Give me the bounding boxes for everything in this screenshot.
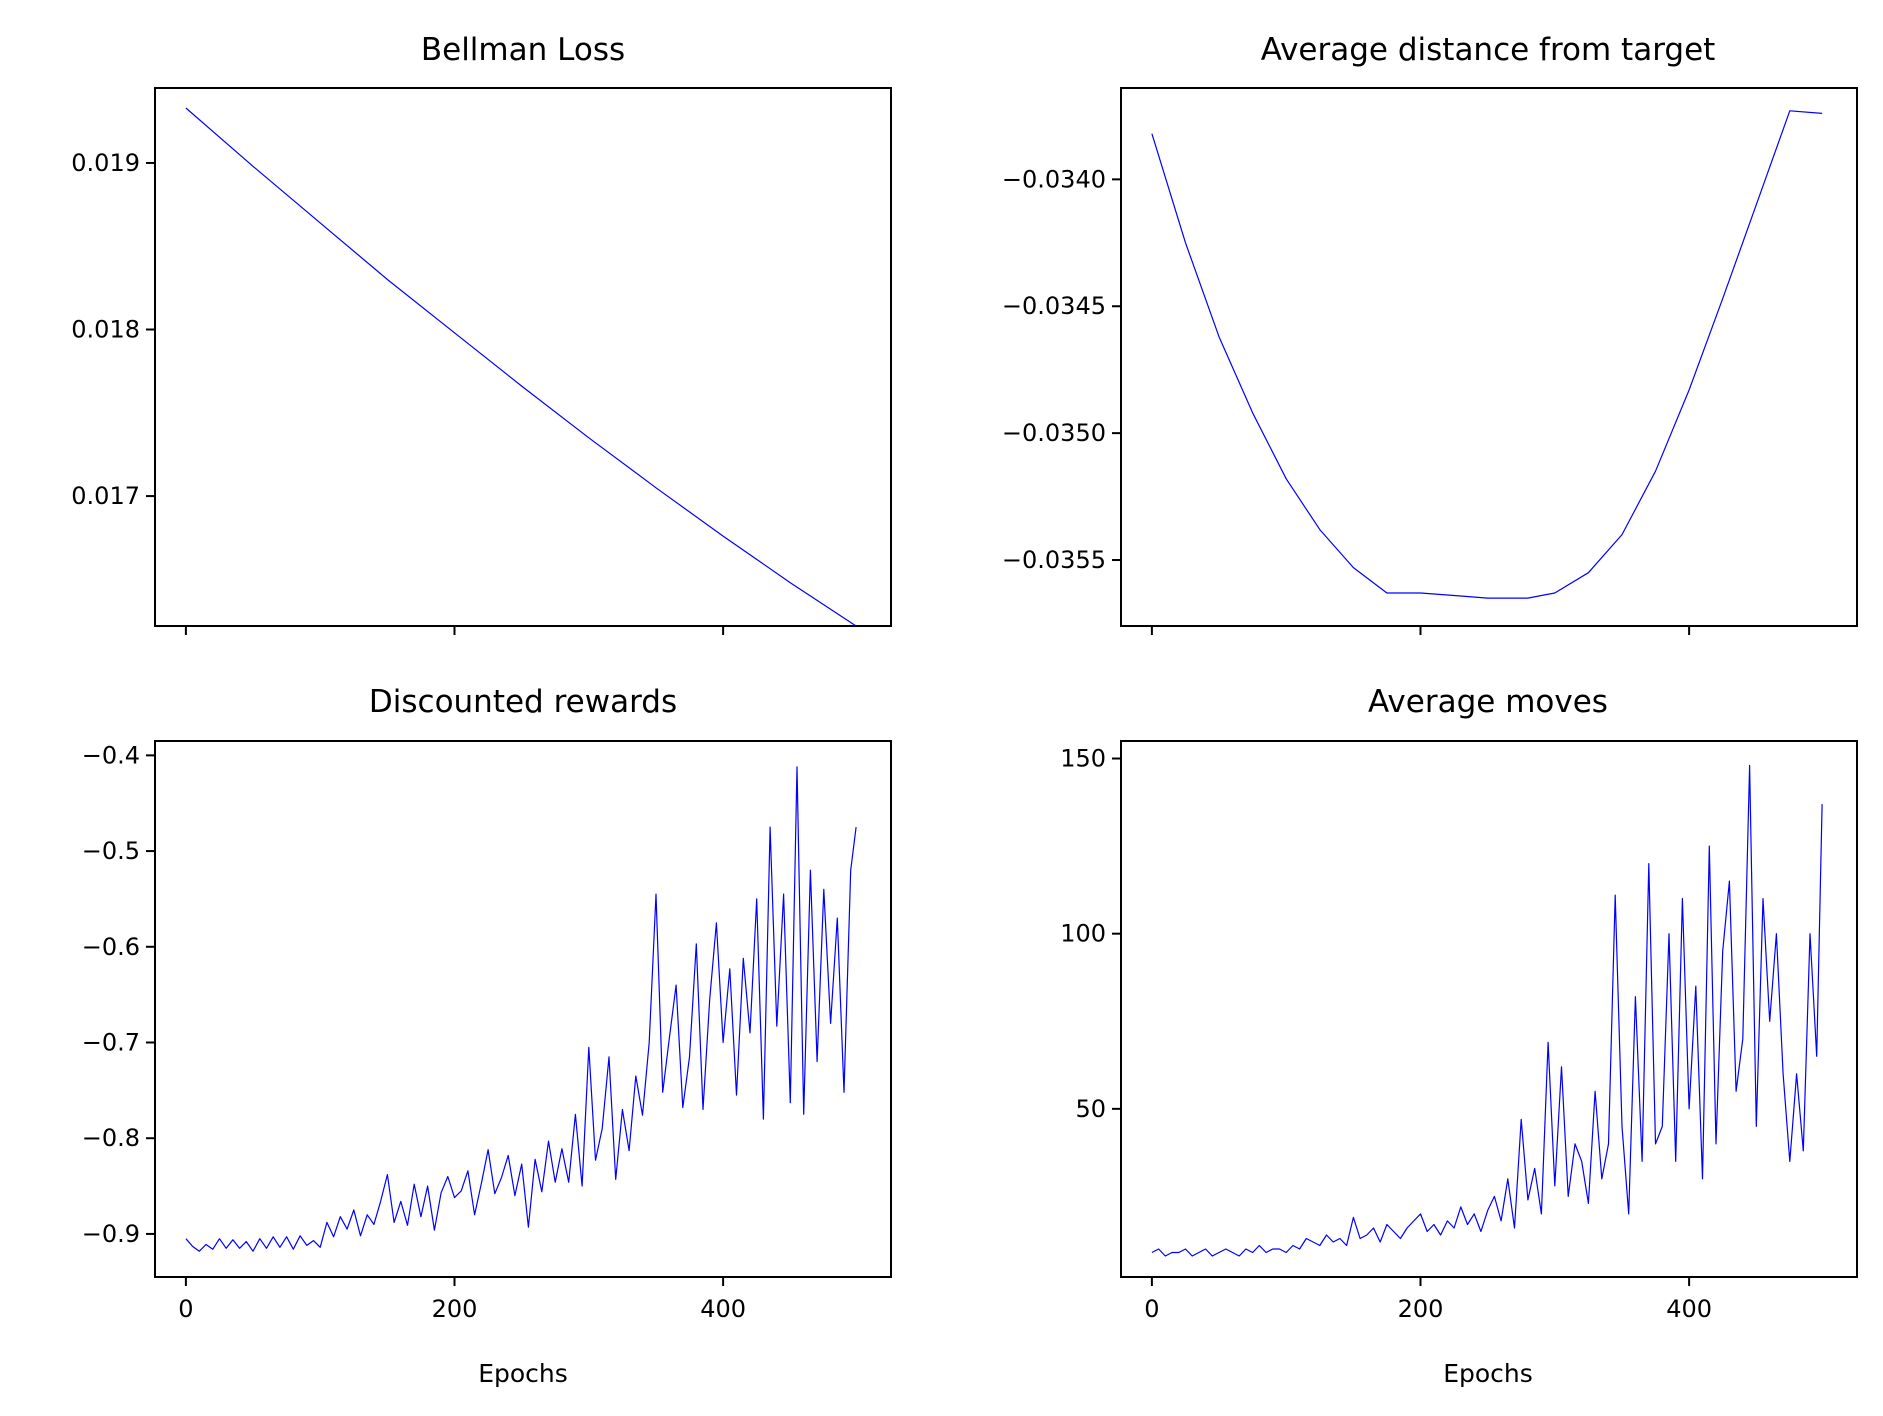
panel-average-moves: Average moves 50 100 150 0 200 400 Epochs (1060, 684, 1858, 1388)
x-axis-label: Epochs (1443, 1359, 1533, 1388)
y-tick-label: 150 (1060, 745, 1106, 773)
x-tick-label: 0 (178, 1295, 193, 1323)
y-tick-label: −0.9 (82, 1220, 140, 1248)
x-axis: 0 200 400 (178, 1277, 746, 1323)
x-axis-label: Epochs (478, 1359, 568, 1388)
panel-title: Discounted rewards (369, 684, 677, 720)
x-axis: 0 200 400 (1144, 1277, 1712, 1323)
x-tick-label: 400 (1666, 1295, 1712, 1323)
y-axis: −0.0340 −0.0345 −0.0350 −0.0355 (1002, 165, 1121, 574)
y-tick-label: −0.7 (82, 1029, 140, 1057)
y-tick-label: 100 (1060, 920, 1106, 948)
y-tick-label: −0.4 (82, 741, 140, 769)
y-tick-label: −0.0355 (1002, 546, 1106, 574)
plot-frame (1120, 87, 1858, 627)
panel-discounted-rewards: Discounted rewards −0.4−0.5−0.6−0.7−0.8−… (82, 684, 892, 1388)
series-line (185, 766, 857, 1252)
x-axis (184, 626, 725, 635)
y-tick-label: 0.018 (71, 316, 140, 344)
y-tick-label: −0.8 (82, 1124, 140, 1152)
x-axis (1150, 626, 1691, 635)
plot-frame (1120, 740, 1858, 1278)
x-tick-label: 400 (700, 1295, 746, 1323)
y-axis: 0.017 0.018 0.019 (71, 149, 155, 510)
y-tick-label: −0.0345 (1002, 292, 1106, 320)
x-tick-label: 200 (1398, 1295, 1444, 1323)
panel-bellman-loss: Bellman Loss 0.017 0.018 0.019 (71, 32, 892, 635)
x-tick-label: 200 (432, 1295, 478, 1323)
series-line (1151, 110, 1823, 599)
y-tick-label: −0.0340 (1002, 165, 1106, 193)
y-tick-label: 50 (1075, 1095, 1106, 1123)
series-line (185, 107, 857, 627)
plot-frame (154, 87, 892, 627)
y-tick-label: −0.5 (82, 837, 140, 865)
y-axis: −0.4 −0.5 −0.6 −0.7 −0.8 −0.9 (82, 741, 155, 1248)
y-tick-label: −0.0350 (1002, 419, 1106, 447)
panel-title: Bellman Loss (421, 32, 625, 68)
plot-frame (154, 740, 892, 1278)
series-line (1151, 764, 1823, 1257)
y-tick-label: −0.6 (82, 933, 140, 961)
y-axis: 50 100 150 (1060, 745, 1121, 1123)
panel-average-distance: Average distance from target −0.0340−0.0… (1002, 32, 1858, 635)
panel-title: Average moves (1368, 684, 1608, 720)
y-tick-label: 0.019 (71, 149, 140, 177)
x-tick-label: 0 (1144, 1295, 1159, 1323)
panel-title: Average distance from target (1261, 32, 1716, 68)
y-tick-label: 0.017 (71, 482, 140, 510)
